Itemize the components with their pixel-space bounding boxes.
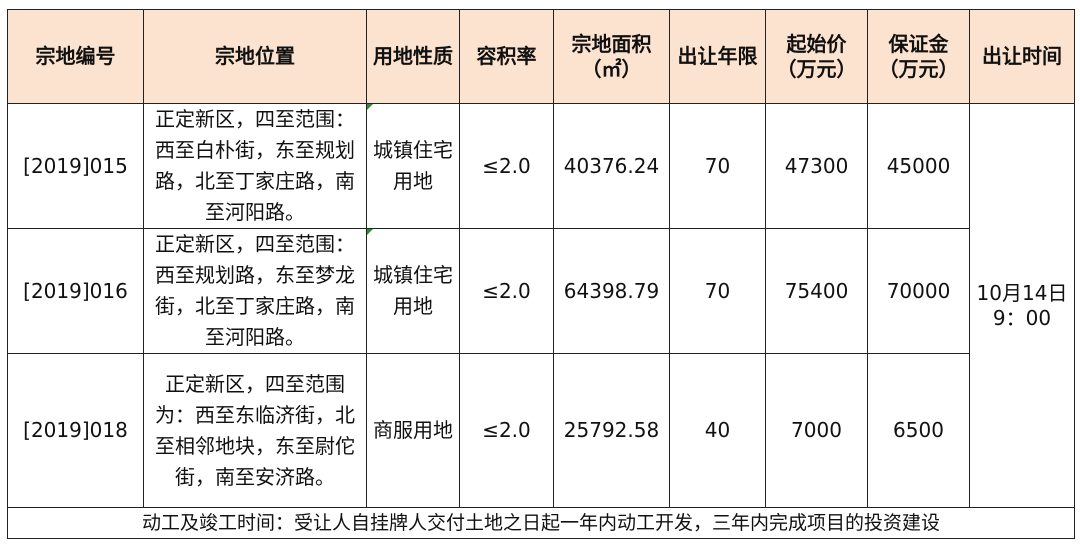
header-area-line1: 宗地面积 — [571, 31, 652, 56]
land-auction-table: 宗地编号 宗地位置 用地性质 容积率 宗地面积 （㎡） 出让年限 起始价 （万元… — [7, 9, 1075, 539]
cell-far: ≤2.0 — [459, 103, 554, 229]
cell-usage: 商服用地 — [366, 353, 460, 508]
header-start-price-line1: 起始价 — [786, 31, 847, 56]
footer-note: 动工及竣工时间：受让人自挂牌人交付土地之日起一年内动工开发，三年内完成项目的投资… — [7, 507, 1075, 539]
cell-area: 64398.79 — [553, 228, 670, 354]
cell-start-price: 47300 — [765, 103, 868, 229]
cell-far: ≤2.0 — [459, 228, 554, 354]
header-deposit-line1: 保证金 — [888, 31, 949, 56]
cell-location: 正定新区，四至范围为：西至东临济街，北至相邻地块，东至尉佗街，南至安济路。 — [143, 353, 367, 508]
cell-years: 70 — [669, 103, 766, 229]
cell-usage: 城镇住宅用地 — [366, 228, 460, 354]
header-usage: 用地性质 — [366, 9, 460, 104]
sale-clock: 9：00 — [992, 305, 1052, 330]
cell-usage-text: 城镇住宅用地 — [373, 263, 453, 318]
sale-date: 10月14日 — [976, 280, 1068, 305]
header-far: 容积率 — [459, 9, 554, 104]
cell-area: 40376.24 — [553, 103, 670, 229]
footer-row: 动工及竣工时间：受让人自挂牌人交付土地之日起一年内动工开发，三年内完成项目的投资… — [7, 507, 1075, 539]
cell-location: 正定新区，四至范围：西至白朴街，东至规划路，北至丁家庄路，南至河阳路。 — [143, 103, 367, 229]
cell-usage: 城镇住宅用地 — [366, 103, 460, 229]
table-row: [2019]016 正定新区，四至范围：西至规划路，东至梦龙街，北至丁家庄路，南… — [7, 228, 1075, 354]
header-area: 宗地面积 （㎡） — [553, 9, 670, 104]
header-sale-time: 出让时间 — [969, 9, 1075, 104]
cell-usage-text: 城镇住宅用地 — [373, 138, 453, 193]
comment-marker-icon — [367, 104, 373, 110]
header-row: 宗地编号 宗地位置 用地性质 容积率 宗地面积 （㎡） 出让年限 起始价 （万元… — [7, 9, 1075, 104]
cell-far: ≤2.0 — [459, 353, 554, 508]
cell-id: [2019]015 — [7, 103, 144, 229]
header-area-line2: （㎡） — [581, 56, 642, 81]
header-location: 宗地位置 — [143, 9, 367, 104]
header-deposit: 保证金 （万元） — [867, 9, 970, 104]
cell-start-price: 7000 — [765, 353, 868, 508]
cell-years: 40 — [669, 353, 766, 508]
cell-area: 25792.58 — [553, 353, 670, 508]
cell-location: 正定新区，四至范围：西至规划路，东至梦龙街，北至丁家庄路，南至河阳路。 — [143, 228, 367, 354]
header-years: 出让年限 — [669, 9, 766, 104]
comment-marker-icon — [367, 229, 373, 235]
cell-years: 70 — [669, 228, 766, 354]
header-start-price-line2: （万元） — [776, 56, 857, 81]
table-row: [2019]018 正定新区，四至范围为：西至东临济街，北至相邻地块，东至尉佗街… — [7, 353, 1075, 508]
table-row: [2019]015 正定新区，四至范围：西至白朴街，东至规划路，北至丁家庄路，南… — [7, 103, 1075, 508]
land-auction-table-container: 宗地编号 宗地位置 用地性质 容积率 宗地面积 （㎡） 出让年限 起始价 （万元… — [7, 9, 1075, 539]
cell-deposit: 45000 — [867, 103, 970, 229]
cell-id: [2019]016 — [7, 228, 144, 354]
cell-sale-time: 10月14日 9：00 — [969, 103, 1075, 508]
cell-start-price: 75400 — [765, 228, 868, 354]
header-id: 宗地编号 — [7, 9, 144, 104]
cell-id: [2019]018 — [7, 353, 144, 508]
cell-deposit: 6500 — [867, 353, 970, 508]
header-start-price: 起始价 （万元） — [765, 9, 868, 104]
header-deposit-line2: （万元） — [878, 56, 959, 81]
cell-deposit: 70000 — [867, 228, 970, 354]
